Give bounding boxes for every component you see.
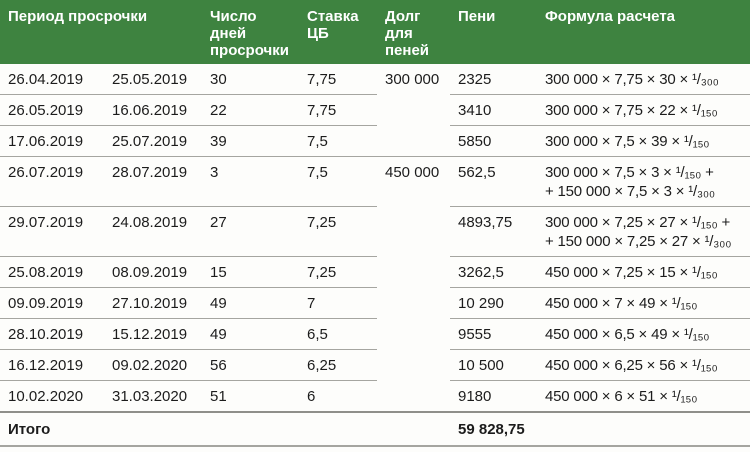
debt-cell: 450 000 (377, 156, 450, 413)
days-cell: 27 (202, 206, 299, 257)
rate-cell: 6 (299, 380, 377, 413)
debt-cell: 300 000 (377, 64, 450, 157)
penalty-cell: 9555 (450, 318, 537, 350)
penalty-cell: 10 500 (450, 349, 537, 381)
penalty-cell: 2325 (450, 64, 537, 95)
period-start-cell: 29.07.2019 (0, 206, 104, 257)
rate-cell: 7,25 (299, 256, 377, 288)
column-header-period: Период просрочки (0, 0, 202, 64)
total-row: Итого 59 828,75 (0, 411, 750, 447)
table-row: 26.04.2019 25.05.2019 30 7,75 300 000 23… (0, 64, 750, 157)
penalty-cell: 4893,75 (450, 206, 537, 257)
formula-cell: 300 000 × 7,75 × 30 × ¹/₃₀₀ (537, 64, 750, 95)
formula-cell: 450 000 × 6,5 × 49 × ¹/₁₅₀ (537, 318, 750, 350)
formula-cell: 450 000 × 7,25 × 15 × ¹/₁₅₀ (537, 256, 750, 288)
rate-cell: 7,5 (299, 156, 377, 207)
table-row: 29.07.2019 24.08.2019 27 7,25 4893,75 30… (0, 206, 750, 257)
column-header-formula: Формула расчета (537, 0, 750, 64)
period-end-cell: 25.05.2019 (104, 64, 202, 95)
penalty-cell: 562,5 (450, 156, 537, 207)
period-start-cell: 28.10.2019 (0, 318, 104, 350)
period-start-cell: 26.05.2019 (0, 94, 104, 126)
days-cell: 49 (202, 287, 299, 319)
rate-cell: 6,25 (299, 349, 377, 381)
column-header-debt: Долг для пеней (377, 0, 450, 64)
total-label: Итого (0, 411, 450, 447)
rate-cell: 7,75 (299, 64, 377, 95)
penalty-cell: 5850 (450, 125, 537, 157)
days-cell: 49 (202, 318, 299, 350)
formula-cell: 450 000 × 7 × 49 × ¹/₁₅₀ (537, 287, 750, 319)
period-end-cell: 31.03.2020 (104, 380, 202, 413)
rate-cell: 7,25 (299, 206, 377, 257)
formula-cell: 450 000 × 6 × 51 × ¹/₁₅₀ (537, 380, 750, 413)
table-row: 25.08.2019 08.09.2019 15 7,25 3262,5 450… (0, 256, 750, 288)
period-start-cell: 16.12.2019 (0, 349, 104, 381)
period-start-cell: 25.08.2019 (0, 256, 104, 288)
formula-cell: 300 000 × 7,25 × 27 × ¹/₁₅₀ + + 150 000 … (537, 206, 750, 257)
period-start-cell: 10.02.2020 (0, 380, 104, 413)
period-end-cell: 15.12.2019 (104, 318, 202, 350)
period-end-cell: 08.09.2019 (104, 256, 202, 288)
formula-cell: 300 000 × 7,5 × 39 × ¹/₁₅₀ (537, 125, 750, 157)
penalty-cell: 10 290 (450, 287, 537, 319)
period-start-cell: 26.04.2019 (0, 64, 104, 95)
column-header-rate: Ставка ЦБ (299, 0, 377, 64)
period-start-cell: 26.07.2019 (0, 156, 104, 207)
period-start-cell: 09.09.2019 (0, 287, 104, 319)
rate-cell: 6,5 (299, 318, 377, 350)
table-row: 26.05.2019 16.06.2019 22 7,75 3410 300 0… (0, 94, 750, 126)
period-end-cell: 24.08.2019 (104, 206, 202, 257)
header-row: Период просрочки Число дней просрочки Ст… (0, 0, 750, 64)
formula-cell: 300 000 × 7,5 × 3 × ¹/₁₅₀ + + 150 000 × … (537, 156, 750, 207)
table-row: 28.10.2019 15.12.2019 49 6,5 9555 450 00… (0, 318, 750, 350)
period-end-cell: 25.07.2019 (104, 125, 202, 157)
column-header-peni: Пени (450, 0, 537, 64)
table-row: 09.09.2019 27.10.2019 49 7 10 290 450 00… (0, 287, 750, 319)
table-row: 26.07.2019 28.07.2019 3 7,5 450 000 562,… (0, 156, 750, 413)
table-row: 10.02.2020 31.03.2020 51 6 9180 450 000 … (0, 380, 750, 413)
period-end-cell: 16.06.2019 (104, 94, 202, 126)
rate-cell: 7,75 (299, 94, 377, 126)
days-cell: 51 (202, 380, 299, 413)
column-header-days: Число дней просрочки (202, 0, 299, 64)
days-cell: 22 (202, 94, 299, 126)
table-row: 17.06.2019 25.07.2019 39 7,5 5850 300 00… (0, 125, 750, 157)
days-cell: 30 (202, 64, 299, 95)
total-value: 59 828,75 (450, 411, 537, 447)
total-formula-empty (537, 411, 750, 447)
penalty-cell: 9180 (450, 380, 537, 413)
days-cell: 39 (202, 125, 299, 157)
penalty-cell: 3262,5 (450, 256, 537, 288)
rate-cell: 7 (299, 287, 377, 319)
days-cell: 56 (202, 349, 299, 381)
period-end-cell: 09.02.2020 (104, 349, 202, 381)
days-cell: 3 (202, 156, 299, 207)
penalty-cell: 3410 (450, 94, 537, 126)
formula-cell: 300 000 × 7,75 × 22 × ¹/₁₅₀ (537, 94, 750, 126)
rate-cell: 7,5 (299, 125, 377, 157)
formula-cell: 450 000 × 6,25 × 56 × ¹/₁₅₀ (537, 349, 750, 381)
table-row: 16.12.2019 09.02.2020 56 6,25 10 500 450… (0, 349, 750, 381)
period-start-cell: 17.06.2019 (0, 125, 104, 157)
period-end-cell: 27.10.2019 (104, 287, 202, 319)
period-end-cell: 28.07.2019 (104, 156, 202, 207)
days-cell: 15 (202, 256, 299, 288)
